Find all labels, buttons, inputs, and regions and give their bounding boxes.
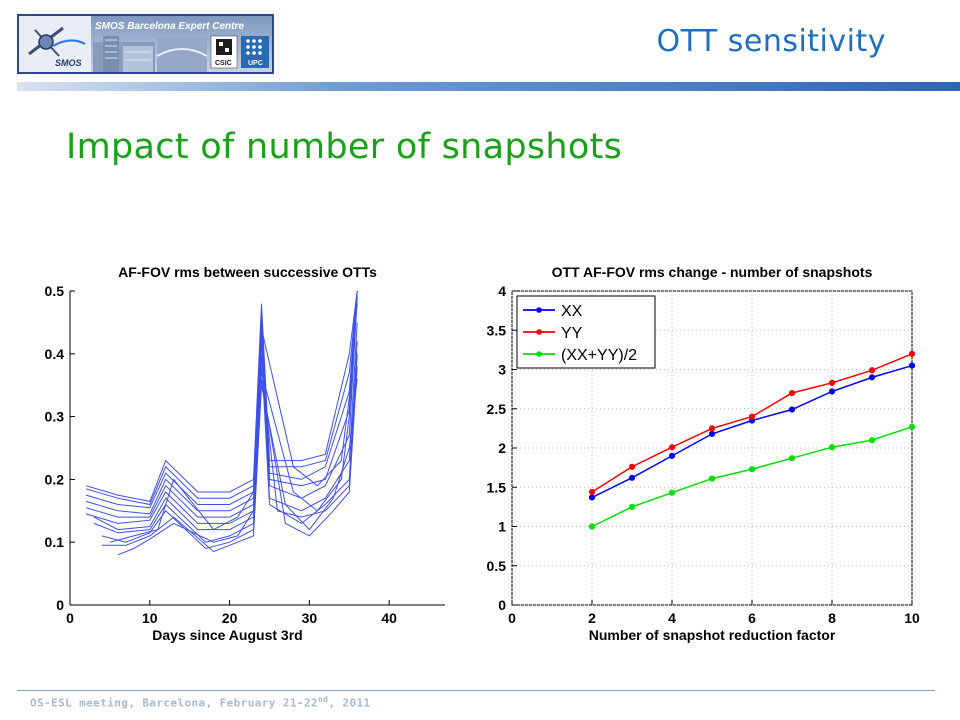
- footer-prefix: OS-ESL meeting, Barcelona, February 21-2…: [30, 696, 318, 710]
- x-tick-label: 6: [748, 610, 756, 626]
- x-tick-label: 0: [508, 610, 516, 626]
- y-tick-label: 0.2: [45, 471, 65, 487]
- slide-subtitle: Impact of number of snapshots: [66, 127, 623, 167]
- data-point: [628, 503, 636, 510]
- series-line-8: [93, 353, 358, 543]
- x-tick-label: 20: [222, 610, 238, 626]
- data-point: [788, 389, 796, 397]
- y-tick-label: 2: [498, 440, 506, 456]
- legend-label: XX: [561, 303, 583, 320]
- data-point: [628, 463, 636, 470]
- data-point: [868, 367, 876, 374]
- y-tick-label: 0: [56, 597, 64, 613]
- logo-banner-text: SMOS Barcelona Expert Centre: [95, 21, 244, 32]
- data-point: [908, 423, 916, 430]
- series-line-2: [85, 291, 358, 506]
- series-line-1: [85, 291, 358, 502]
- series-line-9: [101, 366, 358, 550]
- data-point: [788, 455, 796, 462]
- data-point: [588, 494, 596, 501]
- series-line-12: [109, 303, 358, 543]
- chart-title: AF-FOV rms between successive OTTs: [118, 264, 377, 280]
- legend-swatch-marker: [536, 351, 542, 357]
- data-point: [868, 437, 876, 444]
- upc-logo-text: UPC: [248, 60, 263, 67]
- series-line-xx: [591, 364, 912, 499]
- legend-swatch-marker: [536, 307, 542, 313]
- y-tick-label: 1: [498, 519, 506, 535]
- footer-divider: [17, 690, 935, 691]
- data-point: [908, 362, 916, 369]
- data-point: [748, 413, 756, 420]
- data-point: [788, 406, 796, 413]
- data-point: [628, 474, 636, 481]
- y-tick-label: 0.5: [45, 283, 65, 299]
- data-point: [748, 466, 756, 473]
- data-point: [708, 430, 716, 437]
- y-tick-label: 0.5: [487, 558, 507, 574]
- y-tick-label: 4: [498, 283, 506, 299]
- data-point: [828, 379, 836, 386]
- footer-superscript: nd: [317, 695, 329, 704]
- series-line-xxyy2: [591, 426, 912, 528]
- y-tick-label: 0.1: [45, 534, 65, 550]
- series-line-3: [85, 291, 358, 509]
- y-tick-label: 0.4: [45, 346, 65, 362]
- y-tick-label: 0.3: [45, 409, 65, 425]
- chart-title: OTT AF-FOV rms change - number of snapsh…: [552, 264, 873, 280]
- data-point: [828, 444, 836, 451]
- data-point: [828, 388, 836, 395]
- data-point: [708, 475, 716, 482]
- data-point: [668, 444, 676, 451]
- series-line-5: [85, 297, 358, 518]
- x-axis-label: Days since August 3rd: [152, 627, 302, 643]
- data-point: [668, 489, 676, 496]
- data-point: [588, 523, 596, 530]
- series-line-11: [117, 291, 358, 556]
- x-tick-label: 8: [828, 610, 836, 626]
- upc-emblem-icon: [246, 39, 262, 55]
- x-tick-label: 30: [302, 610, 318, 626]
- data-point: [588, 488, 596, 496]
- y-tick-label: 3: [498, 362, 506, 378]
- y-tick-label: 2.5: [487, 401, 507, 417]
- footer-text: OS-ESL meeting, Barcelona, February 21-2…: [30, 695, 371, 710]
- title-underline-bar: [17, 82, 960, 91]
- series-line-7: [93, 341, 358, 531]
- y-tick-label: 0: [498, 597, 506, 613]
- x-tick-label: 40: [381, 610, 397, 626]
- data-point: [908, 350, 916, 357]
- series-line-4: [85, 291, 358, 515]
- csic-emblem-icon: [216, 39, 232, 55]
- plot-frame: [511, 290, 913, 606]
- x-tick-label: 2: [588, 610, 596, 626]
- legend-label: YY: [561, 325, 583, 342]
- series-line-10: [101, 378, 358, 553]
- legend-box: [516, 295, 656, 369]
- data-point: [868, 374, 876, 381]
- x-axis-label: Number of snapshot reduction factor: [589, 627, 836, 643]
- data-point: [748, 417, 756, 424]
- legend-label: (XX+YY)/2: [561, 347, 637, 364]
- legend-swatch-marker: [536, 329, 542, 335]
- smos-bec-logo: SMOS SMOS Barcelona Expert Centre CSIC U…: [17, 14, 274, 74]
- slide-title: OTT sensitivity: [656, 24, 886, 59]
- x-tick-label: 4: [668, 610, 676, 626]
- data-point: [668, 452, 676, 459]
- series-line-yy: [591, 353, 912, 493]
- satellite-icon: [28, 26, 86, 57]
- x-tick-label: 10: [142, 610, 158, 626]
- y-tick-label: 3.5: [487, 322, 507, 338]
- x-tick-label: 10: [904, 610, 920, 626]
- data-point: [708, 425, 716, 432]
- smos-logo-text: SMOS: [55, 58, 82, 68]
- series-line-6: [85, 322, 358, 524]
- csic-logo-text: CSIC: [215, 60, 232, 67]
- y-tick-label: 1.5: [487, 479, 507, 495]
- footer-suffix: , 2011: [328, 696, 371, 710]
- x-tick-label: 0: [66, 610, 74, 626]
